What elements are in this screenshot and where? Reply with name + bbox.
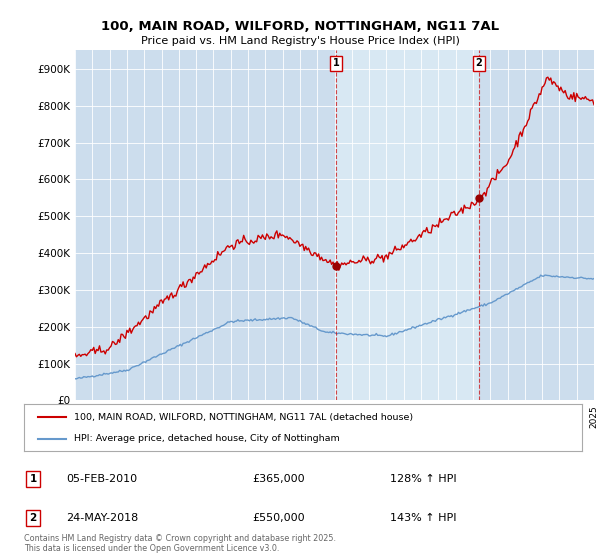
Text: £550,000: £550,000 xyxy=(252,513,305,523)
Bar xyxy=(336,50,479,400)
Text: 2: 2 xyxy=(29,513,37,523)
Text: 2: 2 xyxy=(475,58,482,68)
Text: 100, MAIN ROAD, WILFORD, NOTTINGHAM, NG11 7AL (detached house): 100, MAIN ROAD, WILFORD, NOTTINGHAM, NG1… xyxy=(74,413,413,422)
Text: 100, MAIN ROAD, WILFORD, NOTTINGHAM, NG11 7AL: 100, MAIN ROAD, WILFORD, NOTTINGHAM, NG1… xyxy=(101,20,499,32)
Text: 1: 1 xyxy=(332,58,340,68)
Text: Contains HM Land Registry data © Crown copyright and database right 2025.
This d: Contains HM Land Registry data © Crown c… xyxy=(24,534,336,553)
Text: 24-MAY-2018: 24-MAY-2018 xyxy=(66,513,138,523)
Text: Price paid vs. HM Land Registry's House Price Index (HPI): Price paid vs. HM Land Registry's House … xyxy=(140,36,460,46)
Text: HPI: Average price, detached house, City of Nottingham: HPI: Average price, detached house, City… xyxy=(74,434,340,443)
Text: 1: 1 xyxy=(29,474,37,484)
Text: £365,000: £365,000 xyxy=(252,474,305,484)
Text: 05-FEB-2010: 05-FEB-2010 xyxy=(66,474,137,484)
Text: 143% ↑ HPI: 143% ↑ HPI xyxy=(390,513,457,523)
Text: 128% ↑ HPI: 128% ↑ HPI xyxy=(390,474,457,484)
